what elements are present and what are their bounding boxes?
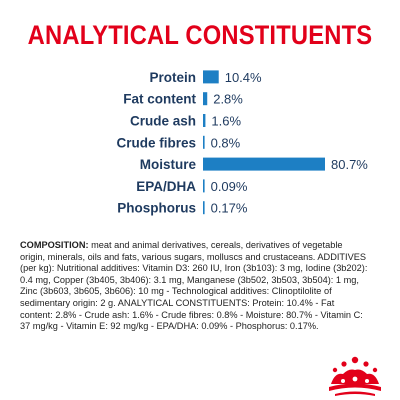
crown-logo-icon (329, 356, 381, 396)
page-title: ANALYTICAL CONSTITUENTS (27, 20, 373, 50)
bar (203, 135, 205, 149)
category-label: Protein (149, 70, 196, 85)
bar (203, 92, 208, 106)
value-label: 0.17% (211, 201, 248, 216)
category-label: Crude fibres (116, 135, 196, 150)
value-label: 10.4% (225, 70, 262, 85)
composition-body: meat and animal derivatives, cereals, de… (20, 240, 368, 333)
composition-text: COMPOSITION: meat and animal derivatives… (20, 240, 368, 333)
value-label: 2.8% (213, 92, 243, 107)
bar (203, 114, 206, 127)
category-label: Moisture (140, 157, 197, 172)
category-label: Fat content (123, 92, 196, 107)
value-label: 0.8% (211, 135, 241, 150)
category-label: Phosphorus (117, 201, 196, 216)
composition-heading: COMPOSITION: (20, 240, 89, 251)
category-label: EPA/DHA (136, 179, 196, 194)
value-label: 0.09% (211, 179, 248, 194)
value-label: 80.7% (331, 157, 368, 172)
bar (203, 179, 205, 193)
constituents-bar-chart: Protein 10.4% Fat content 2.8% Crude ash 1.6%… (116, 70, 368, 216)
value-label: 1.6% (211, 114, 241, 129)
bar (203, 201, 205, 215)
bar (203, 70, 219, 84)
bar (203, 157, 325, 171)
category-label: Crude ash (130, 114, 196, 129)
